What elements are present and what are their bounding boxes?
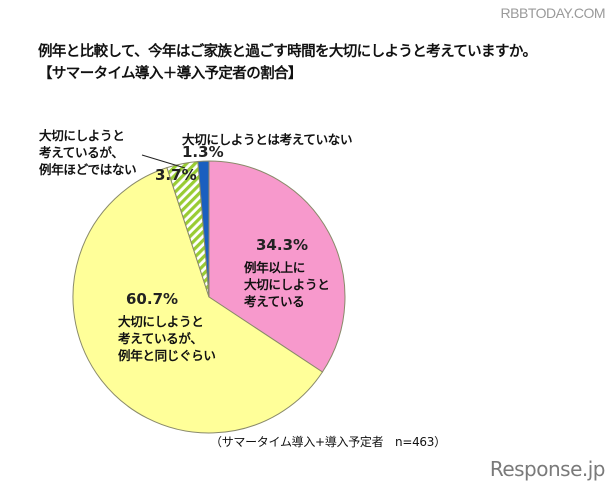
pct-more-than-usual: 34.3% <box>256 236 309 254</box>
chart-title-line2: 【サマータイム導入＋導入予定者の割合】 <box>38 66 302 82</box>
callout-leader-line <box>141 154 186 169</box>
response-watermark: Response.jp <box>489 457 606 481</box>
label-less-line1: 大切にしようと <box>39 128 125 143</box>
label-more-line3: 考えている <box>244 294 305 309</box>
pct-not-important: 1.3% <box>182 143 224 161</box>
label-less-line2: 考えているが、 <box>39 145 124 160</box>
label-same-as-usual: 大切にしようと 考えているが、 例年と同じぐらい <box>118 313 216 364</box>
chart-title: 例年と比較して、今年はご家族と過ごす時間を大切にしようと考えていますか。 【サマ… <box>38 41 537 85</box>
pct-same-as-usual: 60.7% <box>126 290 179 308</box>
pct-less-than-usual: 3.7% <box>155 166 197 184</box>
label-more-line2: 大切にしようと <box>244 277 330 292</box>
slice-not-important <box>197 160 210 298</box>
rbbtoday-watermark: RBBTODAY.COM <box>500 5 606 21</box>
label-more-line1: 例年以上に <box>244 260 306 275</box>
label-same-line3: 例年と同じぐらい <box>118 348 216 363</box>
label-same-line1: 大切にしようと <box>118 314 204 329</box>
slice-same-as-usual <box>72 167 324 434</box>
label-less-line3: 例年ほどではない <box>39 162 137 177</box>
pie-slices <box>72 160 346 434</box>
label-less-than-usual: 大切にしようと 考えているが、 例年ほどではない <box>39 127 137 178</box>
label-not-important: 大切にしようとは考えていない <box>182 131 352 148</box>
label-same-line2: 考えているが、 <box>118 331 203 346</box>
chart-title-line1: 例年と比較して、今年はご家族と過ごす時間を大切にしようと考えていますか。 <box>38 44 537 60</box>
label-not-text: 大切にしようとは考えていない <box>182 132 353 147</box>
label-more-than-usual: 例年以上に 大切にしようと 考えている <box>244 259 330 310</box>
sample-note: （サマータイム導入+導入予定者 n=463） <box>210 435 446 449</box>
